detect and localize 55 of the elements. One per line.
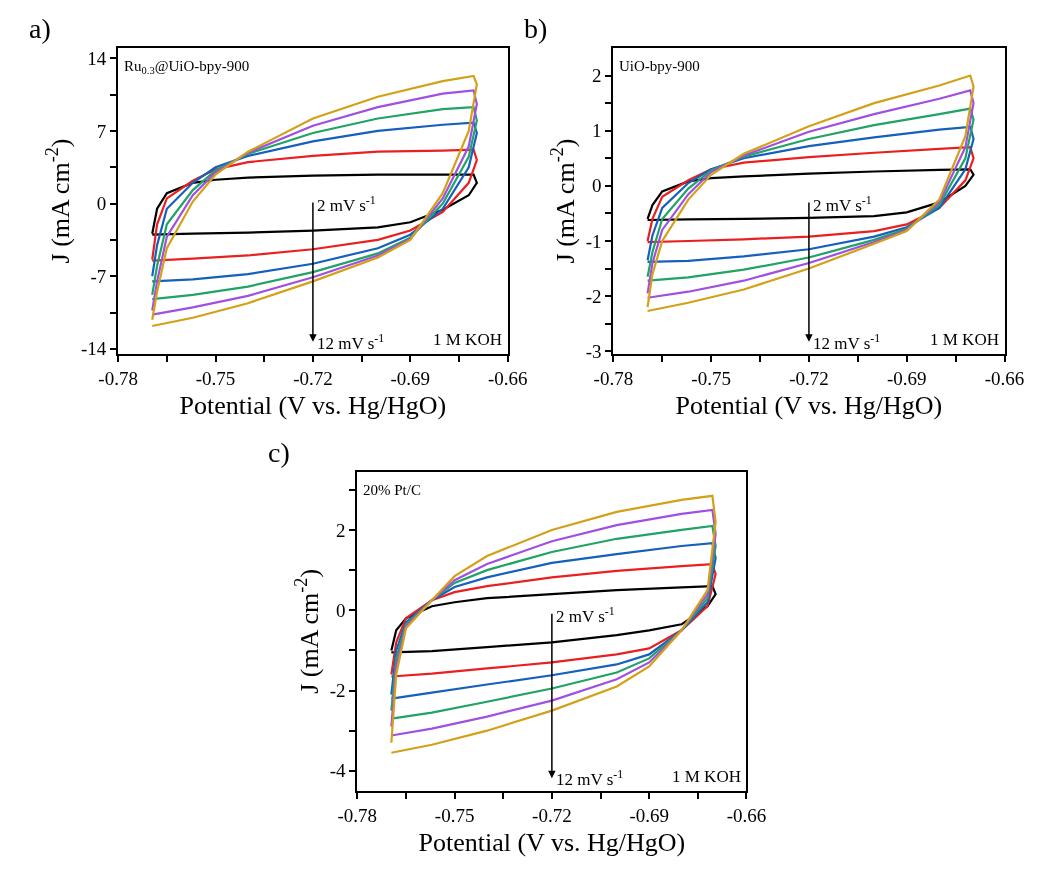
y-tick-label: 1	[592, 120, 602, 142]
x-tick-label: -0.78	[98, 367, 138, 389]
line-series	[646, 146, 975, 244]
annotation: 12 mV s$^{-1}$	[556, 767, 624, 790]
line-series	[390, 562, 717, 678]
y-tick-label: -3	[585, 340, 602, 362]
x-axis-title: Potential (V vs. Hg/HgO)	[675, 391, 943, 421]
annotation: 2 mV s$^{-1}$	[813, 193, 872, 216]
annotation: Ru$_{0.3}$@UiO-bpy-900	[124, 58, 250, 77]
x-tick-label: -0.72	[532, 804, 572, 826]
y-tick-label: 14	[87, 47, 107, 69]
x-tick-label: -0.69	[629, 804, 669, 826]
annotation: 2 mV s$^{-1}$	[317, 193, 376, 216]
annotation: 20% Pt/C	[363, 482, 421, 498]
annotation: 1 M KOH	[930, 330, 999, 349]
x-tick-label: -0.66	[726, 804, 767, 826]
x-axis-title: Potential (V vs. Hg/HgO)	[418, 827, 686, 857]
y-tick-label: -14	[81, 338, 107, 360]
x-tick-label: -0.69	[390, 367, 431, 389]
x-tick-label: -0.75	[691, 367, 731, 389]
x-tick-label: -0.72	[789, 367, 829, 389]
line-series	[646, 125, 975, 264]
annotation: 1 M KOH	[433, 330, 502, 349]
annotation: 12 mV s$^{-1}$	[813, 331, 881, 354]
y-tick-label: -2	[585, 285, 602, 307]
annotation: UiO-bpy-900	[619, 58, 700, 74]
y-tick-label: 0	[592, 175, 602, 197]
chart-title: c)	[268, 437, 290, 468]
annotation: 12 mV s$^{-1}$	[317, 331, 385, 354]
x-tick-label: -0.69	[886, 367, 927, 389]
y-tick-label: 0	[96, 193, 107, 215]
x-tick-label: -0.78	[593, 367, 634, 389]
annotation: 1 M KOH	[672, 767, 741, 786]
y-tick-label: 2	[336, 519, 346, 541]
x-tick-label: -0.78	[337, 804, 378, 826]
y-tick-label: 0	[336, 599, 346, 621]
line-series	[390, 542, 717, 700]
x-tick-label: -0.66	[984, 367, 1025, 389]
y-tick-label: 2	[592, 65, 602, 87]
y-tick-label: -7	[90, 265, 107, 287]
x-axis-title: Potential (V vs. Hg/HgO)	[179, 391, 447, 421]
x-tick-label: -0.75	[195, 367, 236, 389]
line-series	[646, 107, 975, 282]
x-tick-label: -0.72	[293, 367, 333, 389]
y-tick-label: 7	[96, 120, 107, 142]
line-series	[151, 121, 478, 283]
chart-title: b)	[524, 13, 548, 44]
line-series	[151, 148, 478, 262]
x-tick-label: -0.66	[487, 367, 528, 389]
annotation: 2 mV s$^{-1}$	[556, 604, 615, 627]
x-tick-label: -0.75	[434, 804, 475, 826]
y-tick-label: -2	[329, 680, 346, 702]
chart-title: a)	[29, 13, 51, 44]
y-tick-label: -4	[329, 760, 347, 782]
y-tick-label: -1	[585, 230, 602, 252]
